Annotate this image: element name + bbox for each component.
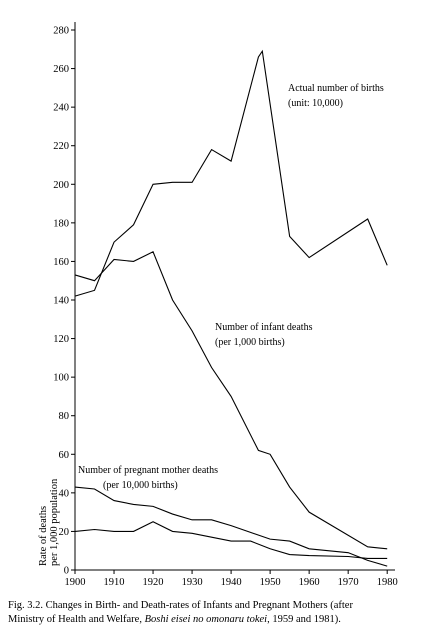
y-tick-label: 140: [53, 296, 69, 307]
series-label-line: Number of pregnant mother deaths: [78, 465, 218, 476]
x-tick-label: 1980: [377, 577, 398, 588]
x-tick-label: 1940: [221, 577, 242, 588]
y-tick-label: 20: [59, 527, 70, 538]
y-tick-label: 40: [59, 488, 70, 499]
series-label-line: Actual number of births: [288, 83, 384, 94]
x-tick-label: 1970: [338, 577, 359, 588]
series-label: Number of pregnant mother deaths (per 10,…: [78, 465, 218, 491]
y-tick-label: 120: [53, 334, 69, 345]
y-axis-label-line: Rate of deaths: [38, 506, 49, 566]
caption-part: , 1959 and 1981).: [267, 614, 341, 625]
y-tick-label: 220: [53, 141, 69, 152]
series-label-line: (unit: 10,000): [288, 98, 343, 109]
y-tick-label: 280: [53, 26, 69, 37]
caption-part: Ministry of Health and Welfare,: [8, 614, 145, 625]
y-tick-label: 200: [53, 180, 69, 191]
series-label: Actual number of births (unit: 10,000): [288, 83, 384, 109]
y-tick-label: 0: [64, 566, 69, 577]
x-tick-label: 1920: [143, 577, 164, 588]
y-tick-label: 60: [59, 450, 70, 461]
x-tick-label: 1910: [104, 577, 125, 588]
x-tick-label: 1960: [299, 577, 320, 588]
series-label: Number of infant deaths (per 1,000 births…: [215, 322, 313, 348]
y-tick-label: 80: [59, 411, 70, 422]
x-tick-label: 1900: [65, 577, 86, 588]
caption-line: Fig. 3.2. Changes in Birth- and Death-ra…: [8, 600, 353, 611]
y-axis-label-line: per 1,000 population: [49, 478, 60, 566]
y-tick-label: 240: [53, 103, 69, 114]
y-tick-label: 260: [53, 64, 69, 75]
x-tick-label: 1950: [260, 577, 281, 588]
x-tick-label: 1930: [182, 577, 203, 588]
data-line: [74, 251, 388, 550]
caption-title: Boshi eisei no omonaru tokei: [145, 614, 268, 625]
data-line: [74, 486, 388, 567]
y-axis-label: Rate of deathsper 1,000 population: [38, 478, 60, 566]
data-line: [74, 49, 388, 297]
y-tick-label: 100: [53, 373, 69, 384]
series-label-line: Number of infant deaths: [215, 322, 313, 333]
caption: Fig. 3.2. Changes in Birth- and Death-ra…: [8, 600, 353, 625]
series-label-line: (per 10,000 births): [103, 480, 178, 491]
y-tick-label: 180: [53, 218, 69, 229]
y-tick-label: 160: [53, 257, 69, 268]
data-line: [74, 521, 388, 559]
series-label-line: (per 1,000 births): [215, 337, 285, 348]
